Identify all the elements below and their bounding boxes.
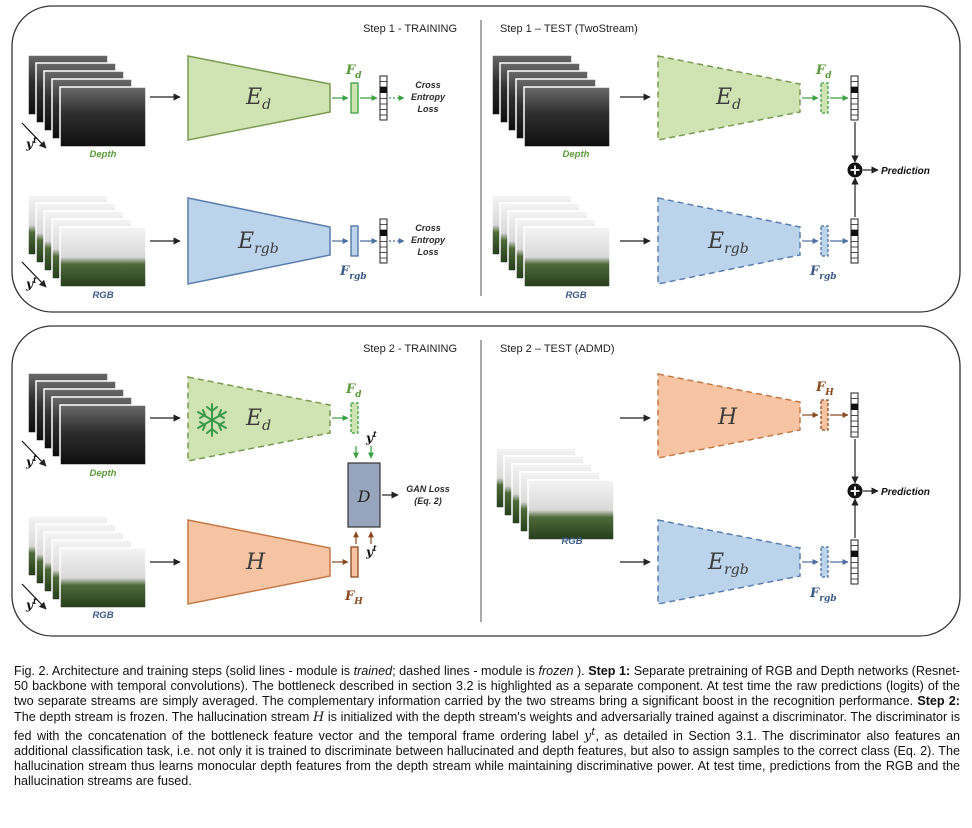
hallucination-feature-label: FH xyxy=(815,380,834,398)
rgb-encoder-label: Ergb xyxy=(707,229,749,257)
depth-feature-label: Fd xyxy=(345,63,362,81)
hallucination-bottleneck xyxy=(350,546,359,578)
discriminator-label: D xyxy=(357,487,371,506)
temporal-label: yt xyxy=(25,275,37,291)
rgb-label: RGB xyxy=(561,536,582,547)
rgb-bottleneck-frozen xyxy=(820,546,829,578)
gan-loss: GAN Loss (Eq. 2) xyxy=(406,484,450,506)
depth-encoder-frozen xyxy=(187,376,331,462)
rgb-label: RGB xyxy=(92,610,113,621)
rgb-feature-label: Frgb xyxy=(339,264,367,282)
rgb-encoder xyxy=(187,197,331,285)
step1-training-title: Step 1 - TRAINING xyxy=(363,23,457,35)
depth-encoder-label: Ed xyxy=(715,85,741,113)
step1-test-title: Step 1 – TEST (TwoStream) xyxy=(500,23,638,35)
depth-encoder-frozen xyxy=(657,55,801,141)
depth-bottleneck xyxy=(350,82,359,114)
hallucination-network xyxy=(187,519,331,605)
temporal-label: yt xyxy=(25,453,37,469)
rgb-feature-label: Frgb xyxy=(809,264,837,282)
fusion-plus-icon xyxy=(847,162,863,178)
architecture-diagram: Step 1 - TRAINING Step 1 – TEST (TwoStre… xyxy=(11,5,961,637)
depth-ce-loss: Cross Entropy Loss xyxy=(411,80,446,114)
rgb-bottleneck xyxy=(350,225,359,257)
depth-encoder-label: Ed xyxy=(245,406,271,434)
rgb-frame-stack xyxy=(495,447,615,541)
rgb-frame-stack xyxy=(491,194,611,288)
rgb-frame-stack xyxy=(27,515,147,609)
depth-frame-stack xyxy=(491,54,611,148)
rgb-frame-stack xyxy=(27,194,147,288)
rgb-encoder-label: Ergb xyxy=(707,550,749,578)
rgb-ce-loss: Cross Entropy Loss xyxy=(411,223,446,257)
step2-training-title: Step 2 - TRAINING xyxy=(363,343,457,355)
depth-logits-vector xyxy=(850,75,859,121)
fusion-plus-icon xyxy=(847,483,863,499)
depth-label: Depth xyxy=(90,468,117,479)
depth-logits-vector xyxy=(379,75,388,121)
depth-feature-label: Fd xyxy=(815,63,832,81)
depth-frame-stack xyxy=(27,54,147,148)
temporal-label-depth: yt xyxy=(365,429,377,445)
prediction-label: Prediction xyxy=(881,166,930,177)
prediction-label: Prediction xyxy=(881,487,930,498)
temporal-label-hallucination: yt xyxy=(365,543,377,559)
rgb-encoder-frozen xyxy=(657,519,801,605)
temporal-label: yt xyxy=(25,135,37,151)
rgb-encoder-frozen xyxy=(657,197,801,285)
depth-bottleneck-frozen xyxy=(350,402,359,434)
rgb-logits-vector xyxy=(850,218,859,264)
rgb-logits-vector xyxy=(850,539,859,585)
depth-frame-stack xyxy=(27,372,147,466)
depth-encoder xyxy=(187,55,331,141)
time-axis-arrow xyxy=(21,261,47,288)
figure-caption: Fig. 2. Architecture and training steps … xyxy=(14,664,960,789)
depth-encoder-label: Ed xyxy=(245,85,271,113)
rgb-feature-label: Frgb xyxy=(809,586,837,604)
snowflake-icon xyxy=(197,403,227,437)
rgb-label: RGB xyxy=(92,290,113,301)
time-axis-arrow xyxy=(21,583,47,610)
hallucination-logits-vector xyxy=(850,392,859,438)
rgb-label: RGB xyxy=(565,290,586,301)
depth-label: Depth xyxy=(90,149,117,160)
hallucination-label: H xyxy=(717,405,738,430)
hallucination-network-frozen xyxy=(657,373,801,459)
hallucination-label: H xyxy=(245,550,266,575)
rgb-bottleneck-frozen xyxy=(820,225,829,257)
depth-label: Depth xyxy=(563,149,590,160)
step2-test-title: Step 2 – TEST (ADMD) xyxy=(500,343,615,355)
depth-feature-label: Fd xyxy=(345,382,362,400)
rgb-logits-vector xyxy=(379,218,388,264)
rgb-encoder-label: Ergb xyxy=(237,229,279,257)
depth-bottleneck-frozen xyxy=(820,82,829,114)
hallucination-bottleneck-frozen xyxy=(820,399,829,431)
hallucination-feature-label: FH xyxy=(344,589,363,607)
time-axis-arrow xyxy=(21,122,47,149)
time-axis-arrow xyxy=(21,440,47,467)
temporal-label: yt xyxy=(25,596,37,612)
discriminator xyxy=(347,462,381,528)
